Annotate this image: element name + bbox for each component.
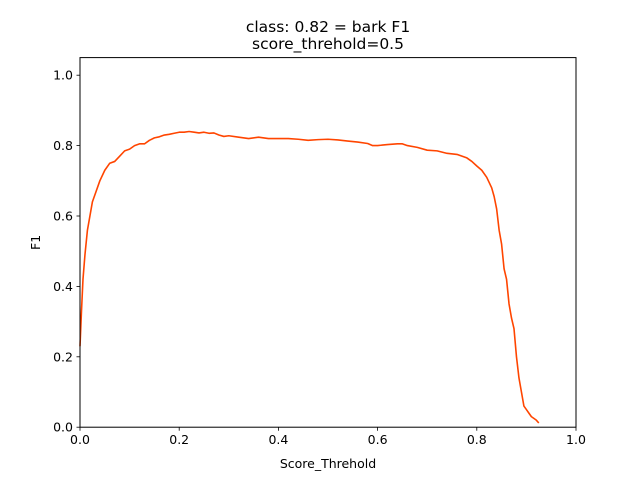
chart-subtitle: score_threhold=0.5 [252,35,404,54]
x-tick-label: 0.2 [169,432,189,447]
x-tick-label: 0.8 [467,432,487,447]
axes-frame [79,57,577,428]
x-axis-label: Score_Threhold [280,456,376,471]
y-tick-label: 0.8 [53,138,73,153]
y-tick-label: 0.6 [53,209,73,224]
series-line-0 [79,130,540,424]
y-tick-label: 1.0 [53,68,73,83]
y-axis-label: F1 [28,235,43,250]
y-tick-label: 0.0 [53,420,73,435]
chart-title: class: 0.82 = bark F1 [246,18,410,36]
x-tick-label: 1.0 [566,432,586,447]
x-tick-label: 0.6 [368,432,388,447]
series-layer [79,130,540,424]
y-tick-label: 0.4 [53,279,73,294]
y-tick-label: 0.2 [53,349,73,364]
x-tick-label: 0.0 [70,432,90,447]
x-tick-label: 0.4 [268,432,288,447]
plot-area-background [80,57,576,428]
x-axis: 0.0 0.2 0.4 0.6 0.8 1.0 [70,427,586,447]
y-axis: 0.0 0.2 0.4 0.6 0.8 1.0 [53,68,80,435]
